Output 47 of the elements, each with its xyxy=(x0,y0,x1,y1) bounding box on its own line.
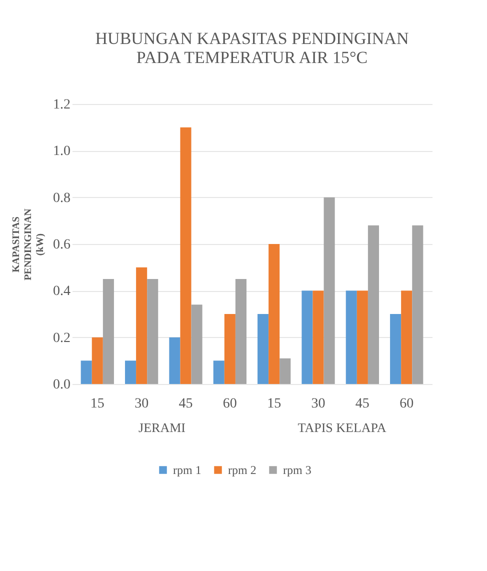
bar xyxy=(125,360,136,384)
x-tick-label: 60 xyxy=(222,396,237,412)
y-tick-label: 0.4 xyxy=(53,284,70,300)
x-tick-label: 15 xyxy=(267,396,282,412)
bar xyxy=(235,279,246,384)
text: JERAMI xyxy=(138,420,186,435)
bar xyxy=(80,360,92,384)
bar xyxy=(401,290,412,384)
y-axis-title: KAPASITAS PENDINGINAN (kW) xyxy=(11,208,46,280)
bar xyxy=(224,314,236,384)
legend-label: rpm 2 xyxy=(228,463,256,477)
x-tick-label: 45 xyxy=(355,396,370,412)
x-tick-label: 45 xyxy=(178,396,193,412)
bar xyxy=(268,244,280,384)
bar xyxy=(312,290,324,384)
bar xyxy=(169,337,180,384)
y-tick-label: 0.0 xyxy=(53,378,70,392)
x-tick-label: 60 xyxy=(400,396,414,412)
bar xyxy=(102,279,114,384)
bar xyxy=(368,225,379,384)
text: TAPIS KELAPA xyxy=(298,420,387,435)
text: HUBUNGAN KAPASITAS PENDINGINAN xyxy=(95,29,409,48)
bar xyxy=(136,267,148,384)
y-tick-label: 0.8 xyxy=(53,190,70,206)
y-tick-label: 0.6 xyxy=(53,238,70,252)
bar xyxy=(258,314,269,384)
y-tick-label: 1.2 xyxy=(53,98,70,112)
bar xyxy=(147,279,158,384)
x-tick-label: 15 xyxy=(90,396,104,412)
legend-label: rpm 1 xyxy=(173,463,202,477)
x-tick-label: 30 xyxy=(311,396,326,412)
y-tick-label: 1.0 xyxy=(53,144,70,160)
bar xyxy=(302,290,313,384)
bar xyxy=(412,225,424,384)
bar xyxy=(346,290,357,384)
bar xyxy=(213,360,224,384)
bar xyxy=(390,314,402,384)
bar xyxy=(280,358,291,384)
bar xyxy=(324,197,335,384)
legend-label: rpm 3 xyxy=(283,463,312,477)
bar xyxy=(180,127,192,384)
bar xyxy=(92,337,103,384)
y-tick-label: 0.2 xyxy=(53,330,70,346)
bar xyxy=(191,304,202,384)
bar xyxy=(356,290,368,384)
text: PADA TEMPERATUR AIR 15°C xyxy=(136,48,368,67)
x-tick-label: 30 xyxy=(134,396,149,412)
